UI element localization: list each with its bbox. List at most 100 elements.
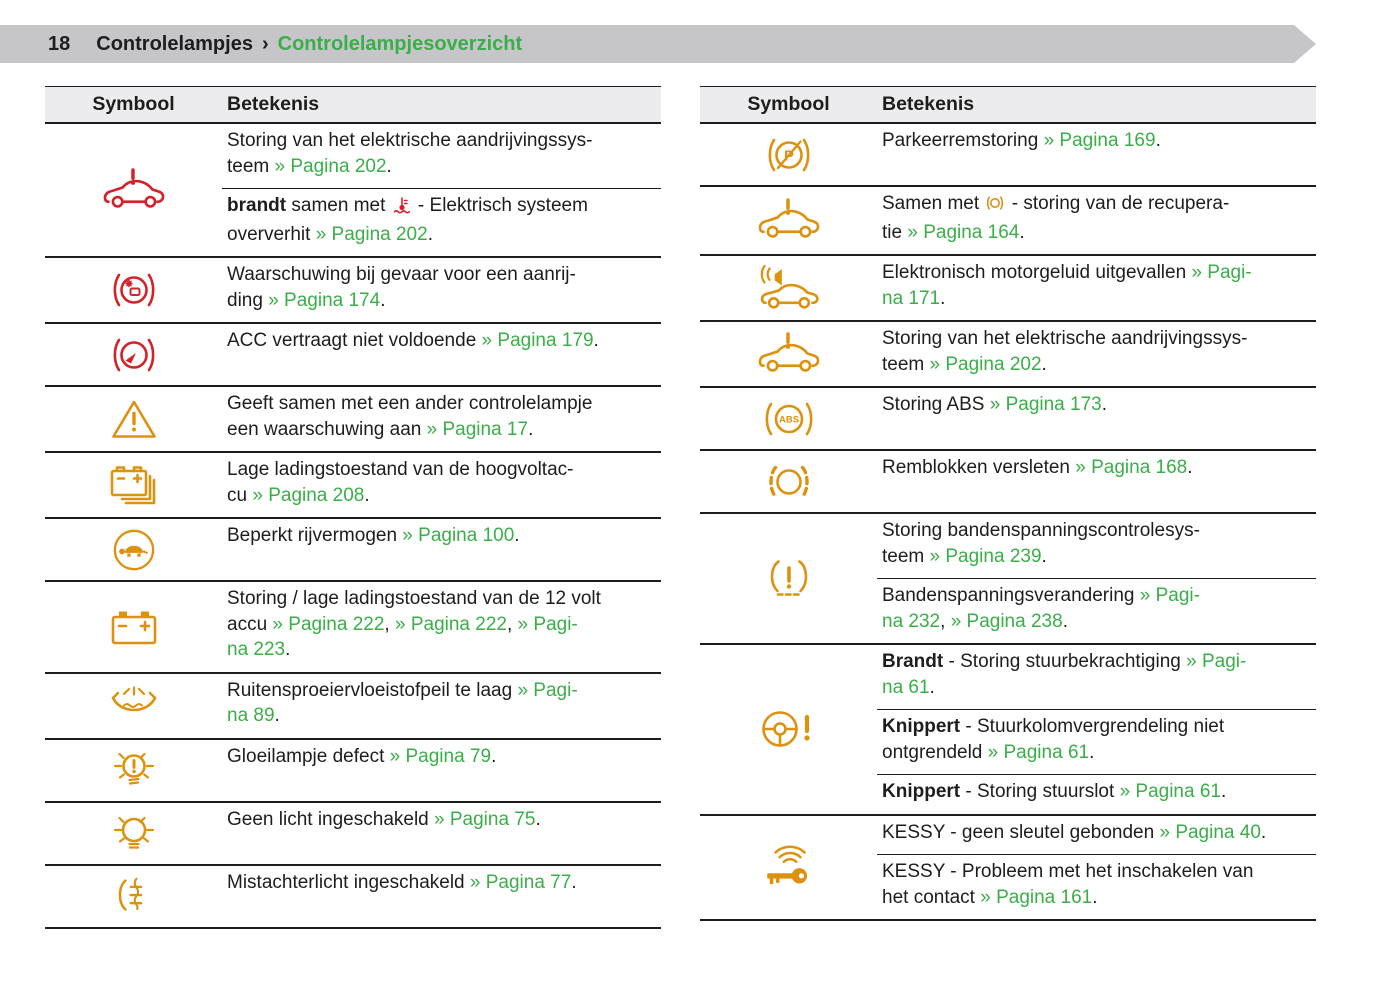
meaning-cell: Knippert - Storing stuurslot » Pagina 61… bbox=[877, 774, 1316, 814]
symbol-cell bbox=[700, 256, 877, 320]
page-link[interactable]: » Pagina 202 bbox=[274, 155, 387, 177]
page-link[interactable]: » Pagi- bbox=[1139, 585, 1200, 606]
page-link[interactable]: » Pagina 168 bbox=[1075, 457, 1188, 478]
meaning-cell: KESSY - geen sleutel gebonden » Pagina 4… bbox=[877, 816, 1316, 855]
page-link[interactable]: » Pagi- bbox=[517, 679, 578, 701]
text-segment: . bbox=[593, 330, 599, 351]
text-segment: . bbox=[940, 287, 946, 309]
text-segment: . bbox=[1089, 741, 1095, 763]
abs-fault-icon: ABS bbox=[762, 395, 816, 443]
page-link[interactable]: » Pagina 61 bbox=[1119, 781, 1221, 802]
washer-fluid-icon bbox=[108, 684, 160, 728]
page-link[interactable]: » Pagina 100 bbox=[402, 525, 515, 546]
symbol-cell: P bbox=[700, 124, 877, 185]
page-link[interactable]: na 61 bbox=[882, 676, 930, 698]
page-link[interactable]: » Pagina 222 bbox=[272, 613, 385, 635]
text-segment: Samen met bbox=[882, 193, 985, 214]
text-segment: . bbox=[491, 745, 497, 767]
meaning-cell: Brandt - Storing stuurbekrachtiging » Pa… bbox=[877, 645, 1316, 709]
table-row: Samen met - storing van de recupera-tie … bbox=[700, 187, 1316, 256]
symbol-cell bbox=[700, 645, 877, 814]
page-link[interactable]: » Pagina 239 bbox=[929, 545, 1042, 567]
page-link[interactable]: » Pagina 238 bbox=[950, 610, 1063, 632]
meaning-cells: Beperkt rijvermogen » Pagina 100. bbox=[222, 519, 661, 580]
table-row: ABS Storing ABS » Pagina 173. bbox=[700, 388, 1316, 451]
page-link[interactable]: » Pagina 202 bbox=[929, 353, 1042, 375]
page-link[interactable]: » Pagi- bbox=[517, 613, 578, 635]
text-segment: Elektronisch motorgeluid uitgevallen bbox=[882, 262, 1192, 283]
text-segment: . bbox=[571, 871, 577, 893]
page-link[interactable]: » Pagina 202 bbox=[315, 223, 428, 245]
text-segment: Mistachterlicht ingeschakeld bbox=[227, 871, 470, 893]
meaning-cells: Remblokken versleten » Pagina 168. bbox=[877, 451, 1316, 512]
page-link[interactable]: » Pagina 40 bbox=[1159, 821, 1261, 843]
page-link[interactable]: » Pagi- bbox=[1186, 651, 1247, 672]
text-segment: - Storing stuurbekrachtiging bbox=[943, 651, 1187, 672]
text-segment: . bbox=[1220, 781, 1227, 802]
tyre-pressure-icon bbox=[765, 556, 813, 602]
page-number: 18 bbox=[48, 32, 71, 55]
text-segment: Remblokken versleten bbox=[882, 457, 1076, 478]
meaning-cell: Storing van het elektrische aandrijvings… bbox=[222, 124, 661, 188]
recuperation-icon bbox=[986, 194, 1004, 220]
meaning-cell: Knippert - Stuurkolomvergrendeling niet o… bbox=[877, 709, 1316, 774]
page-link[interactable]: » Pagi- bbox=[1191, 262, 1252, 283]
meaning-cell: Beperkt rijvermogen » Pagina 100. bbox=[222, 519, 661, 580]
meaning-cell: Samen met - storing van de recupera-tie … bbox=[877, 187, 1316, 254]
meaning-cell: Gloeilampje defect » Pagina 79. bbox=[222, 740, 661, 801]
page-link[interactable]: » Pagina 208 bbox=[252, 484, 365, 506]
text-segment: Storing van het elektrische aandrijvings… bbox=[882, 328, 1248, 349]
text-segment: . bbox=[364, 484, 370, 506]
coolant-temperature-icon bbox=[393, 196, 411, 222]
page-link[interactable]: » Pagina 164 bbox=[907, 221, 1020, 243]
table-header-row: Symbool Betekenis bbox=[700, 87, 1316, 124]
text-segment: cu bbox=[227, 484, 253, 506]
symbol-cell bbox=[700, 187, 877, 254]
text-segment: , bbox=[940, 610, 951, 632]
lights-off-icon bbox=[110, 810, 158, 856]
text-segment: Storing ABS bbox=[882, 394, 990, 415]
table-row: Beperkt rijvermogen » Pagina 100. bbox=[45, 519, 661, 582]
symbol-column-header: Symbool bbox=[747, 92, 830, 115]
symbol-cell bbox=[700, 816, 877, 920]
symbol-cell bbox=[700, 322, 877, 386]
meaning-column-header: Betekenis bbox=[227, 92, 320, 115]
table-row: Gloeilampje defect » Pagina 79. bbox=[45, 740, 661, 803]
page-link[interactable]: » Pagina 169 bbox=[1043, 130, 1156, 151]
page-link[interactable]: na 171 bbox=[882, 287, 941, 309]
page-link[interactable]: » Pagina 79 bbox=[389, 745, 492, 767]
bulb-defect-icon bbox=[110, 747, 158, 793]
acc-warning-icon bbox=[110, 331, 158, 379]
page-link[interactable]: » Pagina 179 bbox=[481, 330, 594, 351]
page-link[interactable]: » Pagina 222 bbox=[394, 613, 507, 635]
page-link[interactable]: » Pagina 77 bbox=[469, 871, 572, 893]
symbol-cell bbox=[700, 451, 877, 512]
meaning-cells: Storing / lage ladingstoestand van de 12… bbox=[222, 582, 661, 672]
page-link[interactable]: na 223 bbox=[227, 639, 286, 660]
meaning-cell: brandt samen met - Elektrisch systeem ove… bbox=[222, 188, 661, 256]
page-link[interactable]: » Pagina 75 bbox=[434, 808, 536, 830]
meaning-cells: Lage ladingstoestand van de hoogvoltac-c… bbox=[222, 453, 661, 517]
table-row: Geen licht ingeschakeld » Pagina 75. bbox=[45, 803, 661, 866]
text-segment: het contact bbox=[882, 886, 981, 908]
table-row: Remblokken versleten » Pagina 168. bbox=[700, 451, 1316, 514]
table-row: KESSY - geen sleutel gebonden » Pagina 4… bbox=[700, 816, 1316, 921]
text-segment: Ruitensproeiervloeistofpeil te laag bbox=[227, 679, 518, 701]
page-link[interactable]: » Pagina 173 bbox=[989, 394, 1102, 415]
page-link[interactable]: » Pagina 161 bbox=[980, 886, 1093, 908]
page-link[interactable]: na 232 bbox=[882, 610, 941, 632]
text-segment: . bbox=[1041, 545, 1047, 567]
text-segment: . bbox=[1155, 130, 1161, 151]
table-row: Lage ladingstoestand van de hoogvoltac-c… bbox=[45, 453, 661, 519]
page-link[interactable]: » Pagina 174 bbox=[268, 289, 381, 311]
page-link[interactable]: » Pagina 61 bbox=[987, 741, 1090, 763]
meaning-cell: Mistachterlicht ingeschakeld » Pagina 77… bbox=[222, 866, 661, 927]
page-link[interactable]: » Pagina 17 bbox=[426, 418, 529, 440]
symbol-cell bbox=[45, 740, 222, 801]
text-segment: Storing van het elektrische aandrijvings… bbox=[227, 130, 593, 151]
symbol-cell: ABS bbox=[700, 388, 877, 449]
table-row: Elektronisch motorgeluid uitgevallen » P… bbox=[700, 256, 1316, 322]
meaning-cell: Storing / lage ladingstoestand van de 12… bbox=[222, 582, 661, 672]
meaning-cell: Bandenspanningsverandering » Pagi-na 232… bbox=[877, 578, 1316, 643]
page-link[interactable]: na 89 bbox=[227, 705, 275, 726]
